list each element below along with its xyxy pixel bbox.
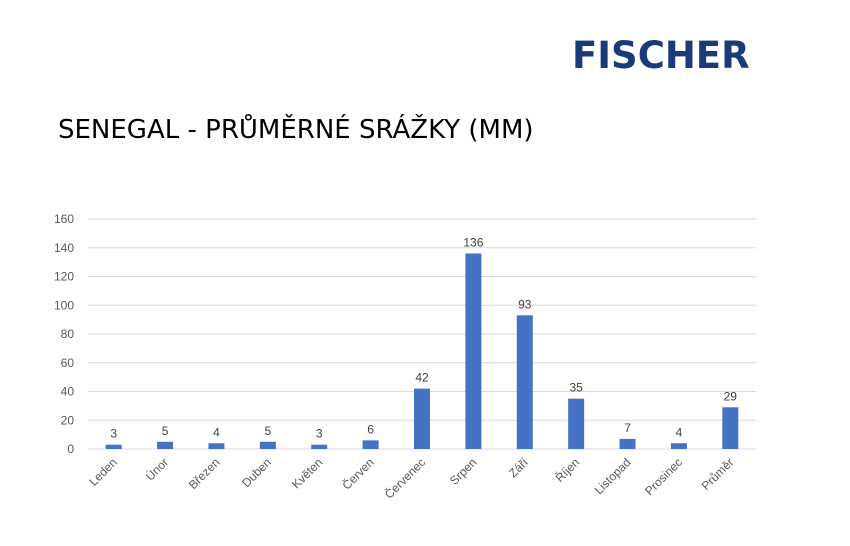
y-tick-label: 0 (67, 442, 74, 456)
y-tick-label: 100 (54, 298, 74, 312)
data-label: 6 (367, 422, 374, 436)
y-tick-label: 140 (54, 241, 74, 255)
data-label: 7 (624, 421, 631, 435)
bar (414, 388, 430, 449)
x-tick-label: Září (506, 455, 531, 480)
x-tick-label: Říjen (552, 455, 582, 485)
x-axis-categories: Leden Únor Březen Duben Květen Červen Červenec… (86, 455, 736, 502)
y-tick-label: 120 (54, 270, 74, 284)
x-tick-label: Červenec (381, 455, 428, 502)
data-label: 5 (162, 424, 169, 438)
data-label: 3 (316, 427, 323, 441)
bar (105, 444, 122, 449)
fischer-logo: FISCHER (572, 34, 750, 77)
x-tick-label: Srpen (447, 455, 480, 488)
bar (670, 443, 687, 449)
bar (619, 438, 636, 449)
bar (208, 443, 225, 449)
bar (568, 398, 585, 449)
bar (157, 441, 174, 449)
x-tick-label: Březen (186, 455, 223, 492)
y-tick-label: 160 (54, 212, 74, 226)
x-tick-label: Duben (239, 455, 274, 490)
bar (259, 441, 276, 449)
bars (105, 253, 739, 449)
bar (722, 407, 739, 449)
x-tick-label: Prosinec (642, 455, 685, 498)
x-tick-label: Červen (339, 455, 377, 493)
x-tick-label: Leden (86, 455, 119, 488)
y-tick-label: 80 (61, 327, 75, 341)
bar (362, 440, 379, 449)
x-tick-label: Průměr (699, 455, 737, 493)
data-label: 3 (110, 427, 117, 441)
y-tick-label: 20 (61, 413, 75, 427)
bar (516, 315, 533, 449)
data-label: 42 (415, 371, 429, 385)
y-axis-ticks: 0 20 40 60 80 100 120 140 160 (54, 212, 74, 456)
data-label: 5 (265, 424, 272, 438)
x-tick-label: Květen (289, 455, 325, 491)
x-tick-label: Únor (142, 455, 171, 484)
data-label: 35 (569, 381, 583, 395)
y-tick-label: 40 (61, 385, 75, 399)
y-tick-label: 60 (61, 356, 75, 370)
data-label: 4 (676, 425, 683, 439)
x-tick-label: Listopad (592, 455, 634, 497)
data-label: 4 (213, 425, 220, 439)
chart-title: SENEGAL - PRŮMĚRNÉ SRÁŽKY (MM) (58, 115, 534, 145)
data-label: 136 (463, 236, 483, 250)
data-label: 93 (518, 297, 532, 311)
bar (311, 444, 328, 449)
data-label: 29 (724, 389, 738, 403)
bar (465, 253, 482, 449)
